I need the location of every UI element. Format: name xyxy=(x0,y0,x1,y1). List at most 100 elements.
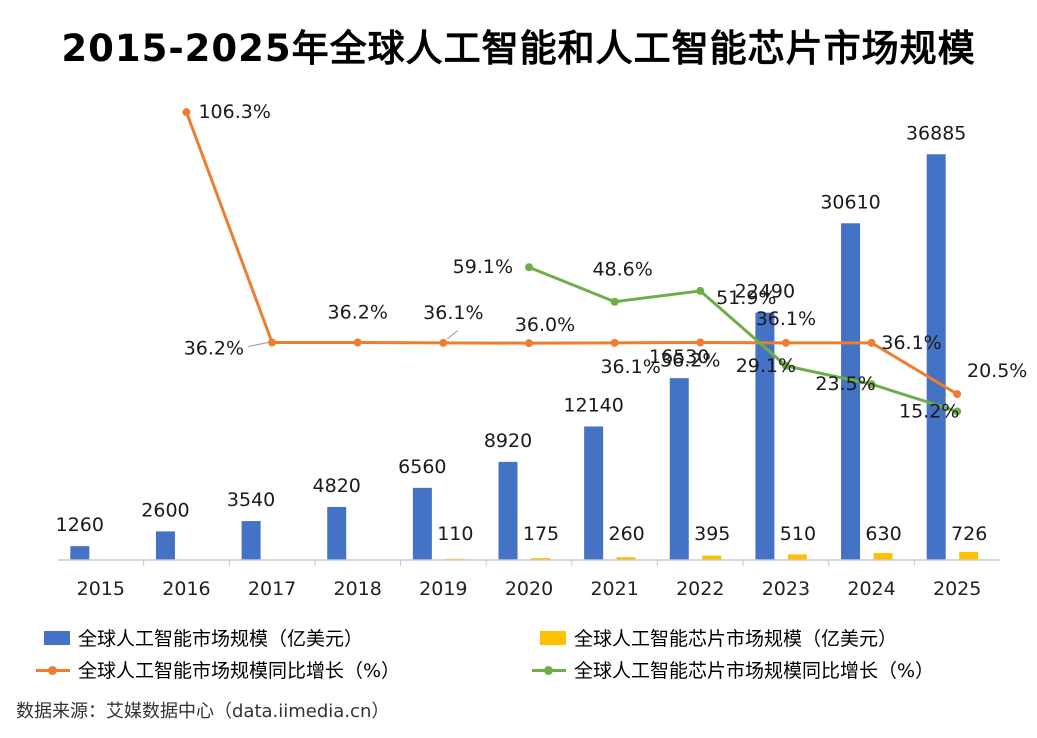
label-ai-growth-2017: 36.2% xyxy=(184,337,244,359)
data-labels: 1260 2600 3540 4820 6560 8920 12140 16530 22490 3… xyxy=(56,101,1028,545)
bar-ai-2022 xyxy=(669,378,689,560)
point-ai-growth-2016 xyxy=(182,108,191,117)
label-chip-2020: 175 xyxy=(523,523,559,545)
x-tick-2020: 2020 xyxy=(505,578,553,600)
label-chip-growth-2020: 59.1% xyxy=(453,256,513,278)
label-ai-2018: 4820 xyxy=(313,475,361,497)
line-ai-growth xyxy=(185,111,958,396)
leader-line xyxy=(447,330,458,340)
label-ai-2019: 6560 xyxy=(398,456,446,478)
legend-swatch-ai-growth xyxy=(36,663,70,677)
point-ai-growth-2022 xyxy=(696,338,705,347)
legend-ai-growth: 全球人工智能市场规模同比增长（%） xyxy=(36,656,400,683)
label-ai-growth-2022: 36.2% xyxy=(660,349,720,371)
point-chip-growth-2022 xyxy=(696,286,705,295)
label-ai-growth-2018: 36.2% xyxy=(328,301,388,323)
label-chip-growth-2023: 29.1% xyxy=(736,355,796,377)
x-tick-2019: 2019 xyxy=(419,578,467,600)
label-ai-2021: 12140 xyxy=(563,394,623,416)
label-ai-2015: 1260 xyxy=(56,514,104,536)
point-ai-growth-2020 xyxy=(525,339,533,348)
point-ai-growth-2023 xyxy=(781,338,790,347)
point-chip-growth-2025 xyxy=(953,407,962,416)
label-ai-2016: 2600 xyxy=(141,499,189,521)
label-ai-growth-2019: 36.1% xyxy=(423,302,483,324)
bar-ai-2023 xyxy=(755,312,775,560)
bar-chip-2023 xyxy=(787,554,807,560)
point-ai-growth-2017 xyxy=(268,338,277,347)
label-chip-2023: 510 xyxy=(780,523,816,545)
label-chip-growth-2025: 15.2% xyxy=(899,400,959,422)
label-ai-growth-2020: 36.0% xyxy=(515,314,575,336)
x-tick-2015: 2015 xyxy=(77,578,125,600)
bar-ai-2025 xyxy=(926,154,946,560)
bar-ai-2021 xyxy=(584,426,604,560)
label-ai-growth-2016: 106.3% xyxy=(198,101,270,123)
label-chip-2025: 726 xyxy=(951,523,987,545)
x-tick-2022: 2022 xyxy=(676,578,724,600)
label-ai-2022: 16530 xyxy=(649,346,709,368)
combo-chart: 2015 2016 2017 2018 2019 2020 2021 2022 2023 2024… xyxy=(56,101,1028,600)
legend-swatch-ai-market xyxy=(44,630,70,645)
label-ai-2020: 8920 xyxy=(484,430,532,452)
legend-swatch-chip-growth xyxy=(532,663,566,677)
x-axis-ticks: 2015 2016 2017 2018 2019 2020 2021 2022 2023 2024… xyxy=(77,560,981,600)
source-note: 数据来源：艾媒数据中心（data.iimedia.cn） xyxy=(16,701,390,722)
x-tick-2024: 2024 xyxy=(847,578,895,600)
x-tick-2025: 2025 xyxy=(933,578,981,600)
bar-ai-2024 xyxy=(841,223,861,561)
bar-ai-2018 xyxy=(327,506,347,560)
point-chip-growth-2021 xyxy=(610,297,619,306)
legend-swatch-chip-market xyxy=(540,630,566,645)
x-tick-2021: 2021 xyxy=(590,578,638,600)
legend-label-chip-market: 全球人工智能芯片市场规模（亿美元） xyxy=(574,628,898,650)
label-chip-2019: 110 xyxy=(437,523,473,545)
label-chip-2021: 260 xyxy=(609,523,645,545)
label-chip-2024: 630 xyxy=(865,523,901,545)
bar-series-chip-market xyxy=(445,552,979,560)
point-ai-growth-2018 xyxy=(353,338,362,347)
label-ai-growth-2024: 36.1% xyxy=(881,332,941,354)
bar-chip-2020 xyxy=(531,558,550,560)
label-ai-2025: 36885 xyxy=(906,122,966,144)
bar-ai-2017 xyxy=(241,521,261,560)
legend-chip-market: 全球人工智能芯片市场规模（亿美元） xyxy=(540,624,897,651)
point-ai-growth-2021 xyxy=(610,338,619,347)
x-tick-2023: 2023 xyxy=(762,578,810,600)
bar-ai-2019 xyxy=(412,487,432,560)
legend-label-ai-growth: 全球人工智能市场规模同比增长（%） xyxy=(78,660,401,682)
label-ai-growth-2023: 36.1% xyxy=(756,308,816,330)
bar-ai-2015 xyxy=(70,546,90,560)
x-tick-2017: 2017 xyxy=(248,578,296,600)
x-tick-2018: 2018 xyxy=(334,578,382,600)
label-chip-growth-2021: 48.6% xyxy=(592,259,652,281)
point-chip-growth-2023 xyxy=(781,361,790,370)
growth-lines xyxy=(182,108,962,416)
point-ai-growth-2025 xyxy=(953,390,962,399)
label-ai-2023: 22490 xyxy=(735,281,795,303)
legend-label-chip-growth: 全球人工智能芯片市场规模同比增长（%） xyxy=(574,660,935,682)
point-ai-growth-2024 xyxy=(867,338,876,347)
bar-chip-2022 xyxy=(702,555,722,560)
label-chip-growth-2022: 51.9% xyxy=(716,287,776,309)
label-ai-growth-2025: 20.5% xyxy=(967,360,1027,382)
legend-chip-growth: 全球人工智能芯片市场规模同比增长（%） xyxy=(532,656,934,683)
label-ai-2024: 30610 xyxy=(820,191,880,213)
label-ai-2017: 3540 xyxy=(227,489,275,511)
legend-ai-market: 全球人工智能市场规模（亿美元） xyxy=(44,624,363,651)
bar-series-ai-market xyxy=(70,154,946,561)
label-chip-growth-2024: 23.5% xyxy=(815,373,875,395)
label-chip-2022: 395 xyxy=(694,523,730,545)
point-chip-growth-2024 xyxy=(867,380,876,389)
leader-line xyxy=(247,341,269,347)
chart-title: 2015-2025年全球人工智能和人工智能芯片市场规模 xyxy=(61,27,976,70)
bar-chip-2021 xyxy=(616,557,636,560)
bar-chip-2024 xyxy=(873,553,893,560)
point-ai-growth-2019 xyxy=(439,338,448,347)
bar-ai-2016 xyxy=(155,531,175,560)
point-chip-growth-2020 xyxy=(525,263,533,272)
bar-chip-2025 xyxy=(959,552,979,560)
line-chip-growth xyxy=(528,265,958,413)
bar-ai-2020 xyxy=(498,461,518,560)
x-tick-2016: 2016 xyxy=(162,578,210,600)
